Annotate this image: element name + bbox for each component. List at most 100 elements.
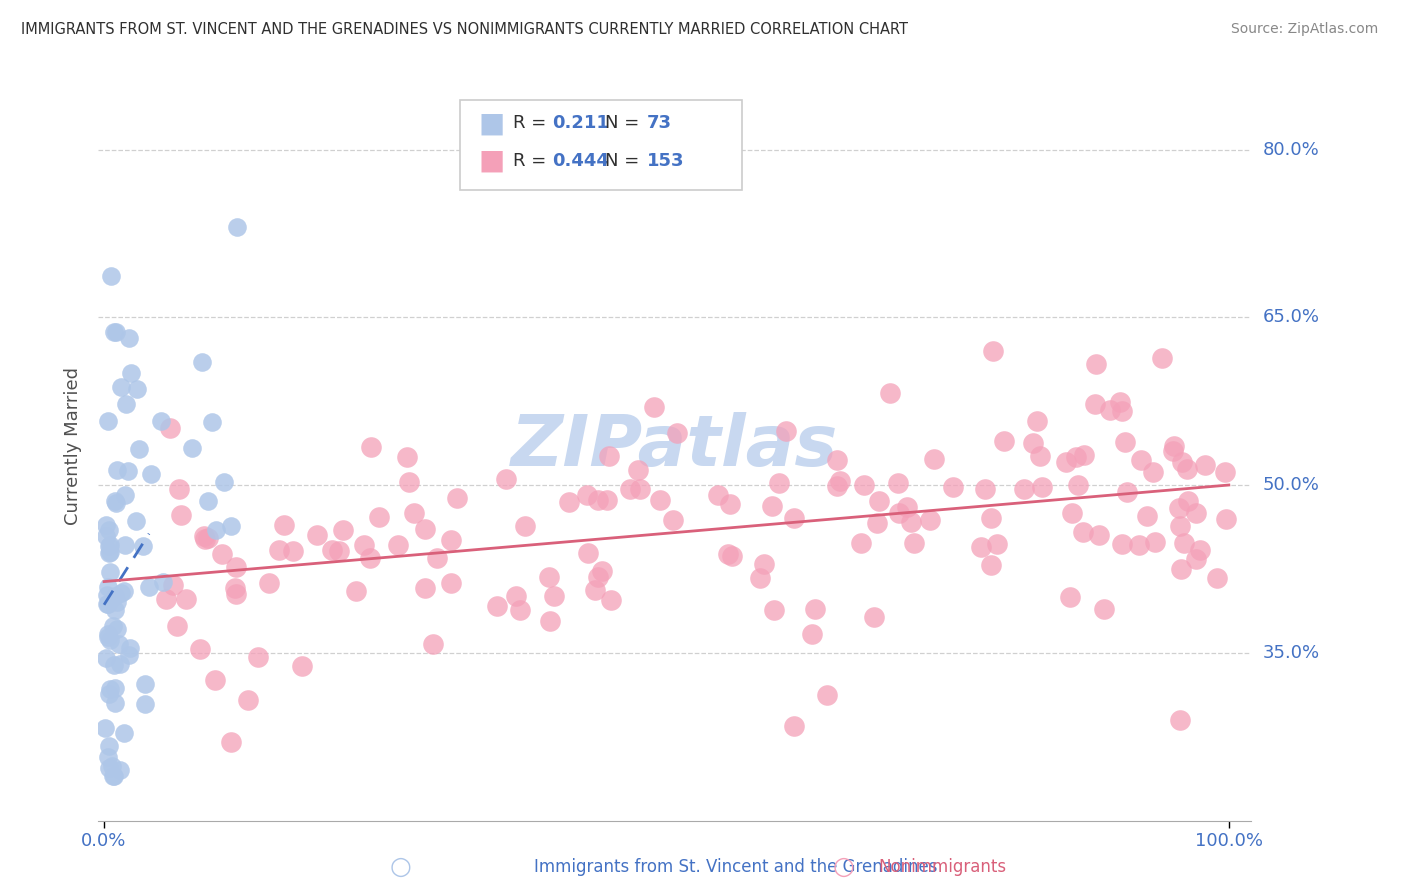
Point [273,517,295,532]
Point [1060,506,1083,520]
Point [107,463,129,477]
Point [225,559,247,574]
Point [1059,590,1081,604]
Point [134,677,156,691]
Point [201,415,224,429]
Point [98,546,121,560]
Point [100,268,122,283]
Point [1109,395,1132,409]
Point [1111,537,1133,551]
Point [94,721,117,735]
Point [1163,443,1185,458]
Point [1205,571,1227,585]
Point [749,571,772,585]
Point [225,587,247,601]
Point [922,451,945,466]
Point [866,516,889,530]
Point [986,537,1008,551]
Point [825,479,848,493]
Point [134,697,156,711]
Point [815,688,838,702]
Point [576,488,599,502]
Point [98,524,121,538]
Point [112,726,135,740]
Point [236,692,259,706]
Point [1175,461,1198,475]
Point [868,494,890,508]
Point [1170,562,1192,576]
Text: 50.0%: 50.0% [1263,476,1319,494]
Point [291,659,314,673]
Point [103,658,125,673]
Point [344,584,367,599]
Point [398,475,420,489]
Point [1116,484,1139,499]
Point [103,769,125,783]
Point [648,492,671,507]
Point [204,673,226,688]
Point [1142,465,1164,479]
Point [170,508,193,522]
Point [422,637,444,651]
Point [226,220,249,235]
Point [159,420,181,434]
Point [98,687,121,701]
Point [583,582,606,597]
Point [96,588,118,602]
Point [1143,534,1166,549]
Point [259,575,281,590]
Point [627,463,650,477]
Point [1014,483,1036,497]
Point [1022,435,1045,450]
Point [97,414,120,428]
Point [970,541,993,555]
Text: R =: R = [513,114,547,132]
Point [576,546,599,560]
Point [108,763,131,777]
Point [596,492,619,507]
Point [97,580,120,594]
Point [783,511,806,525]
Point [1031,480,1053,494]
Point [1213,465,1236,479]
Point [505,589,527,603]
Point [440,533,463,548]
Point [108,657,131,671]
Text: 153: 153 [647,152,685,169]
Point [662,513,685,527]
Point [328,543,350,558]
Text: Nonimmigrants: Nonimmigrants [879,858,1007,876]
Point [110,379,132,393]
Point [368,509,391,524]
Point [446,491,468,505]
Point [538,614,561,628]
Point [495,472,517,486]
Point [598,449,620,463]
Text: R =: R = [513,152,547,169]
Point [1054,455,1077,469]
Point [281,543,304,558]
Point [1029,450,1052,464]
Point [1170,713,1192,727]
Point [903,536,925,550]
Point [1150,351,1173,365]
Point [981,343,1004,358]
Point [720,497,742,511]
Point [101,769,124,783]
Point [643,400,665,414]
Point [801,627,824,641]
Point [666,426,689,441]
Point [1168,500,1191,515]
Point [1088,528,1111,542]
Point [132,539,155,553]
Point [828,475,851,489]
Point [104,496,127,510]
Point [94,529,117,543]
Point [98,538,121,552]
Point [413,581,436,595]
Text: ■: ■ [478,146,505,175]
Text: ○: ○ [832,855,855,879]
Point [1114,435,1136,450]
Point [1084,397,1107,411]
Point [162,578,184,592]
